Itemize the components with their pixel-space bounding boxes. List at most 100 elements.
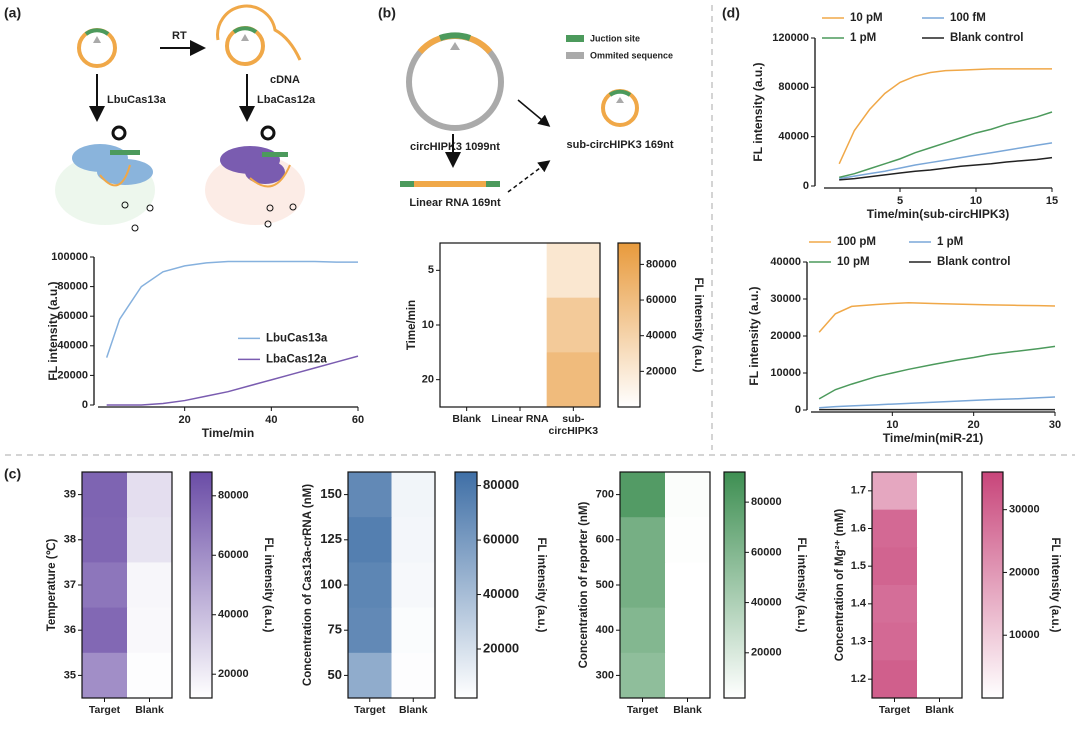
heatmap-cell — [82, 607, 128, 654]
colorbar-tick-label: 80000 — [483, 477, 519, 492]
heatmap-cell — [127, 652, 173, 699]
label: sub-circHIPK3 169nt — [567, 139, 674, 151]
x-tick-label: Blank — [135, 704, 164, 716]
heatmap-cell — [127, 517, 173, 563]
y-tick-label: 20 — [422, 374, 434, 386]
colorbar-label: FL intensity (a.u.) — [262, 538, 274, 633]
series-line — [839, 156, 1053, 181]
y-tick-label: 500 — [596, 579, 614, 591]
heatmap-cell — [391, 562, 436, 609]
colorbar-tick-label: 80000 — [218, 490, 249, 502]
colorbar-tick-label: 20000 — [751, 647, 782, 659]
heatmap-cell — [82, 652, 128, 699]
y-tick-label: 700 — [596, 489, 614, 501]
series-line — [839, 142, 1053, 180]
heatmap-cell — [620, 517, 666, 563]
heatmap-cell — [493, 297, 548, 353]
colorbar — [454, 471, 478, 699]
heatmap-cell — [620, 607, 666, 654]
x-tick-label: 60 — [352, 414, 364, 426]
y-axis-label: Temperature (℃) — [45, 539, 58, 632]
x-tick-label: 10 — [970, 195, 982, 207]
y-tick-label: 75 — [328, 622, 342, 637]
x-axis-label: Time/min(sub-circHIPK3) — [867, 207, 1009, 221]
colorbar-tick-label: 60000 — [218, 549, 249, 561]
colorbar-label: FL intensity (a.u.) — [795, 538, 807, 633]
y-tick-label: 60000 — [57, 310, 88, 322]
colorbar-tick-label: 20000 — [646, 365, 677, 377]
heatmap-cell — [917, 547, 963, 586]
heatmap-cell — [391, 652, 436, 699]
y-tick-label: 80000 — [778, 81, 809, 93]
heatmap-cell — [917, 585, 963, 624]
series-line — [818, 301, 1056, 333]
series-line — [819, 396, 1056, 409]
y-tick-label: 50 — [328, 667, 342, 682]
colorbar — [981, 471, 1004, 699]
colorbar-tick-label: 60000 — [646, 294, 677, 306]
legend-label: 10 pM — [850, 12, 883, 24]
colorbar-tick-label: 20000 — [218, 668, 249, 680]
y-tick-label: 0 — [803, 180, 809, 192]
x-tick-label: Target — [88, 704, 121, 716]
colorbar-label: FL intensity (a.u.) — [1049, 538, 1061, 633]
series-line — [105, 260, 358, 358]
heatmap-cell — [493, 243, 548, 299]
heatmap-cell — [391, 607, 436, 654]
heatmap-cell — [872, 509, 918, 548]
y-tick-label: 30000 — [770, 293, 801, 305]
colorbar-label: FL intensity (a.u.) — [535, 538, 547, 633]
y-tick-label: 20000 — [57, 369, 88, 381]
heatmap-cell — [391, 472, 436, 518]
y-tick-label: 100000 — [51, 251, 88, 263]
heatmap-cell — [665, 562, 711, 609]
x-tick-label: 5 — [897, 195, 903, 207]
y-tick-label: 1.3 — [851, 635, 866, 647]
heatmap-cell — [546, 243, 601, 299]
heatmap-cell — [620, 652, 666, 699]
y-tick-label: 1.2 — [851, 673, 866, 685]
y-tick-label: 1.5 — [851, 560, 866, 572]
heatmap-cell — [872, 585, 918, 624]
heatmap-cell — [917, 660, 963, 699]
legend-label: 100 pM — [837, 236, 876, 248]
colorbar-tick-label: 40000 — [218, 609, 249, 621]
y-tick-label: 120000 — [772, 32, 809, 44]
x-tick-label: 40 — [265, 414, 277, 426]
heatmap-cell — [348, 652, 392, 699]
label: LbaCas12a — [257, 94, 316, 106]
heatmap-cell — [127, 562, 173, 609]
y-axis-label: Concentration of Mg²⁺ (mM) — [834, 509, 846, 662]
legend-label: LbaCas12a — [266, 353, 327, 365]
colorbar — [723, 471, 746, 699]
heatmap-cell — [440, 243, 494, 299]
legend-label: 1 pM — [850, 32, 876, 44]
heatmap-cell — [872, 622, 918, 661]
heatmap-cell — [917, 509, 963, 548]
heatmap-cell — [440, 352, 494, 408]
x-tick-label: 20 — [179, 414, 191, 426]
y-tick-label: 35 — [64, 669, 76, 681]
y-tick-label: 38 — [64, 534, 76, 546]
heatmap-cell — [348, 472, 392, 518]
colorbar — [617, 242, 641, 408]
colorbar-tick-label: 80000 — [646, 258, 677, 270]
y-tick-label: 400 — [596, 624, 614, 636]
colorbar — [189, 471, 213, 699]
heatmap-cell — [665, 472, 711, 518]
y-tick-label: 100 — [320, 576, 342, 591]
y-tick-label: 39 — [64, 489, 76, 501]
y-axis-label: FL intensity (a.u.) — [747, 286, 761, 385]
colorbar-tick-label: 30000 — [1009, 504, 1040, 516]
y-tick-label: 40000 — [57, 340, 88, 352]
label: cDNA — [270, 74, 300, 86]
y-tick-label: 150 — [320, 486, 342, 501]
colorbar-tick-label: 20000 — [1009, 566, 1040, 578]
y-tick-label: 1.7 — [851, 485, 866, 497]
colorbar-tick-label: 60000 — [483, 532, 519, 547]
x-axis-label: Time/min — [202, 426, 254, 440]
legend-label: 10 pM — [837, 256, 870, 268]
y-tick-label: 0 — [82, 399, 88, 411]
heatmap-cell — [82, 517, 128, 563]
y-tick-label: 10000 — [770, 367, 801, 379]
